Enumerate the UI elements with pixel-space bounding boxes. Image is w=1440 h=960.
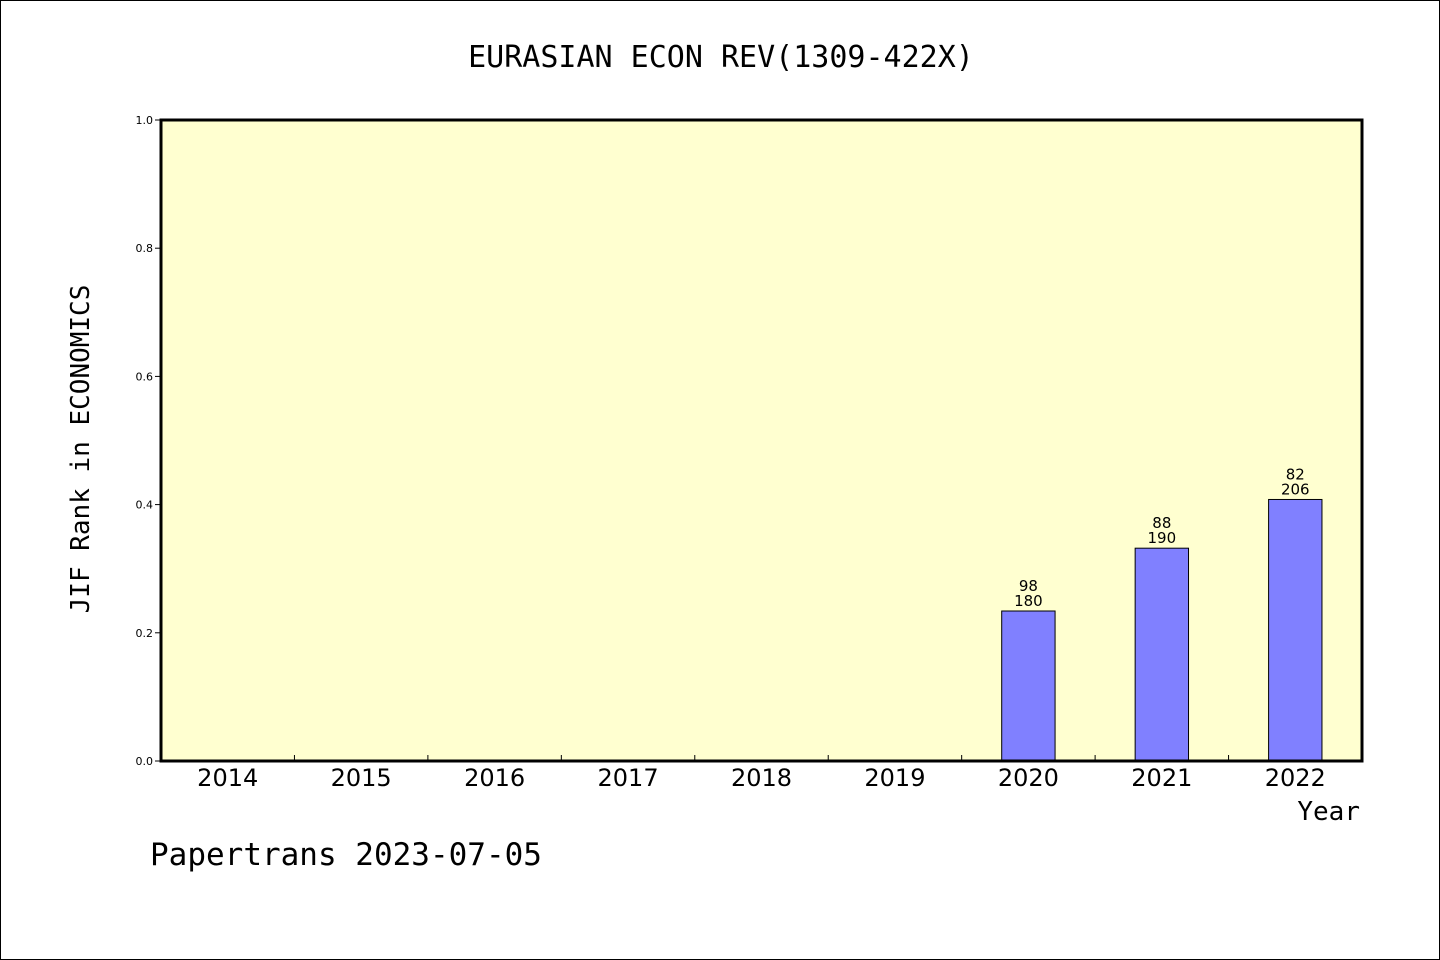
y-tick-label: 0.4	[136, 499, 154, 512]
y-tick-label: 0.8	[136, 242, 154, 255]
y-tick-label: 0.6	[136, 370, 154, 383]
bar-2020	[1001, 610, 1056, 762]
x-tick-label: 2017	[598, 764, 659, 792]
x-tick-label: 2015	[331, 764, 392, 792]
bar-label-total: 180	[1014, 592, 1043, 610]
y-axis: 0.0 0.2 0.4 0.6 0.8 1.0	[136, 114, 161, 768]
bar-label-total: 206	[1281, 480, 1310, 498]
y-axis-title: JIF Rank in ECONOMICS	[66, 285, 96, 614]
y-tick-label: 0.2	[136, 627, 154, 640]
bar-label-rank: 82	[1286, 465, 1305, 483]
x-tick-label: 2020	[998, 764, 1059, 792]
bar-2022	[1268, 498, 1323, 762]
y-tick-label: 1.0	[136, 114, 154, 127]
footer-source-date: Papertrans 2023-07-05	[150, 837, 542, 873]
bar-label-rank: 98	[1019, 577, 1038, 595]
x-tick-label: 2014	[197, 764, 258, 792]
x-tick-label: 2016	[464, 764, 525, 792]
bar-label-rank: 88	[1152, 514, 1171, 532]
bar-2021	[1134, 547, 1190, 762]
x-axis: 2014 2015 2016 2017 2018 2019 2020 2021 2022	[197, 755, 1326, 792]
chart-title: EURASIAN ECON REV(1309-422X)	[468, 40, 974, 75]
x-tick-label: 2018	[731, 764, 792, 792]
y-tick-label: 0.0	[136, 755, 154, 768]
bar-label-total: 190	[1148, 529, 1177, 547]
plot-border	[159, 118, 1364, 763]
x-tick-label: 2022	[1265, 764, 1326, 792]
x-axis-title: Year	[1297, 797, 1360, 827]
x-tick-label: 2019	[864, 764, 925, 792]
x-tick-label: 2021	[1131, 764, 1192, 792]
